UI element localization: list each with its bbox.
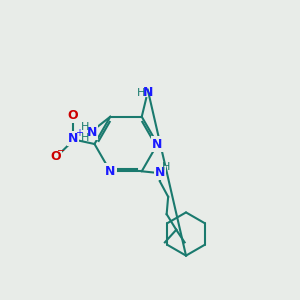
Text: N: N bbox=[86, 126, 97, 139]
Text: +: + bbox=[76, 128, 83, 138]
Text: N: N bbox=[105, 165, 116, 178]
Text: N: N bbox=[152, 137, 163, 151]
Text: N: N bbox=[68, 132, 78, 145]
Text: H: H bbox=[81, 122, 89, 132]
Text: N: N bbox=[154, 166, 165, 179]
Text: H: H bbox=[162, 162, 170, 172]
Text: H: H bbox=[137, 88, 145, 98]
Text: −: − bbox=[57, 146, 66, 156]
Text: H: H bbox=[81, 133, 89, 143]
Text: O: O bbox=[50, 150, 61, 163]
Text: O: O bbox=[68, 109, 78, 122]
Text: N: N bbox=[142, 86, 153, 99]
